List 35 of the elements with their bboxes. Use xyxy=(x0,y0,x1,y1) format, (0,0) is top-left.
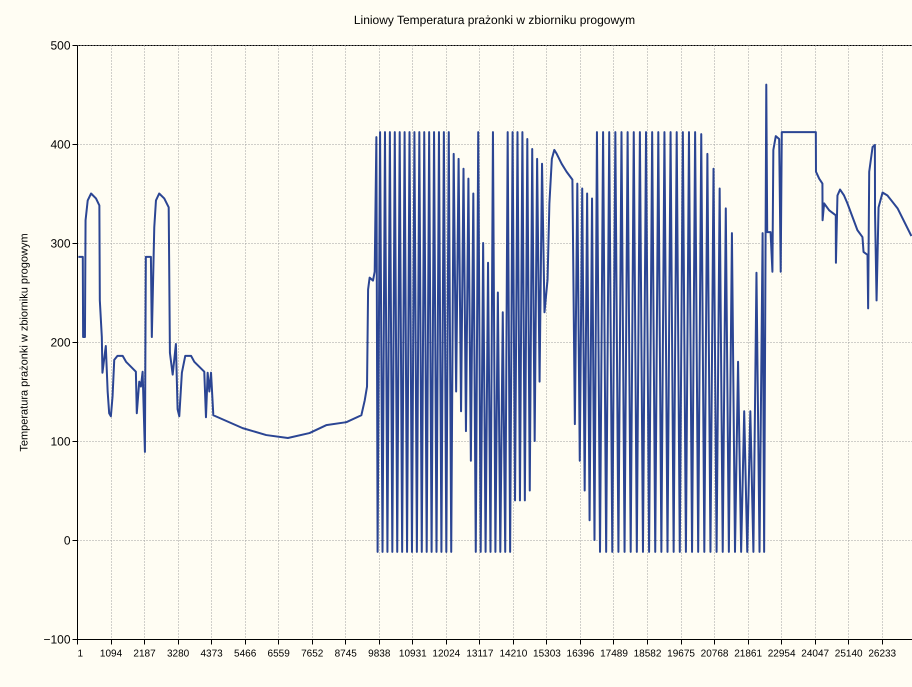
y-tick-label: 400 xyxy=(50,138,71,152)
y-tick-label: 200 xyxy=(50,336,71,350)
x-tick-label: 2187 xyxy=(133,648,156,660)
x-tick-label: 7652 xyxy=(301,648,324,660)
chart-title: Liniowy Temperatura prażonki w zbiorniku progowym xyxy=(354,13,636,27)
y-tick-label: 300 xyxy=(50,236,71,250)
x-tick-label: 19675 xyxy=(667,648,696,660)
x-tick-label: 3280 xyxy=(166,648,190,660)
x-tick-label: 21861 xyxy=(734,648,762,660)
x-tick-label: 15303 xyxy=(533,648,562,660)
x-tick-label: 22954 xyxy=(768,648,796,660)
x-tick-label: 17489 xyxy=(600,648,628,660)
y-axis-title: Temperatura prażonki w zbiorniku progowym xyxy=(18,233,30,452)
x-tick-label: 14210 xyxy=(499,648,528,660)
x-tick-label: 25140 xyxy=(834,648,864,660)
y-tick-label: −100 xyxy=(43,632,71,646)
x-tick-label: 9838 xyxy=(368,648,391,660)
x-tick-label: 12024 xyxy=(432,648,461,660)
y-tick-label: 100 xyxy=(50,434,71,448)
x-tick-label: 4373 xyxy=(200,648,224,660)
x-tick-label: 1094 xyxy=(100,648,123,660)
x-tick-label: 24047 xyxy=(801,648,830,660)
x-tick-label: 26233 xyxy=(868,648,897,660)
x-tick-label: 6559 xyxy=(268,648,290,660)
x-tick-label: 1 xyxy=(78,648,84,660)
x-tick-label: 18582 xyxy=(634,648,662,660)
x-tick-label: 16396 xyxy=(566,648,595,660)
x-tick-label: 20768 xyxy=(700,648,729,660)
x-tick-label: 5466 xyxy=(234,648,257,660)
x-tick-label: 8745 xyxy=(334,648,358,660)
x-tick-label: 10931 xyxy=(398,648,428,660)
x-tick-label: 13117 xyxy=(466,648,494,660)
y-tick-label: 500 xyxy=(50,38,71,52)
y-tick-label: 0 xyxy=(64,534,71,548)
line-series xyxy=(77,84,912,553)
